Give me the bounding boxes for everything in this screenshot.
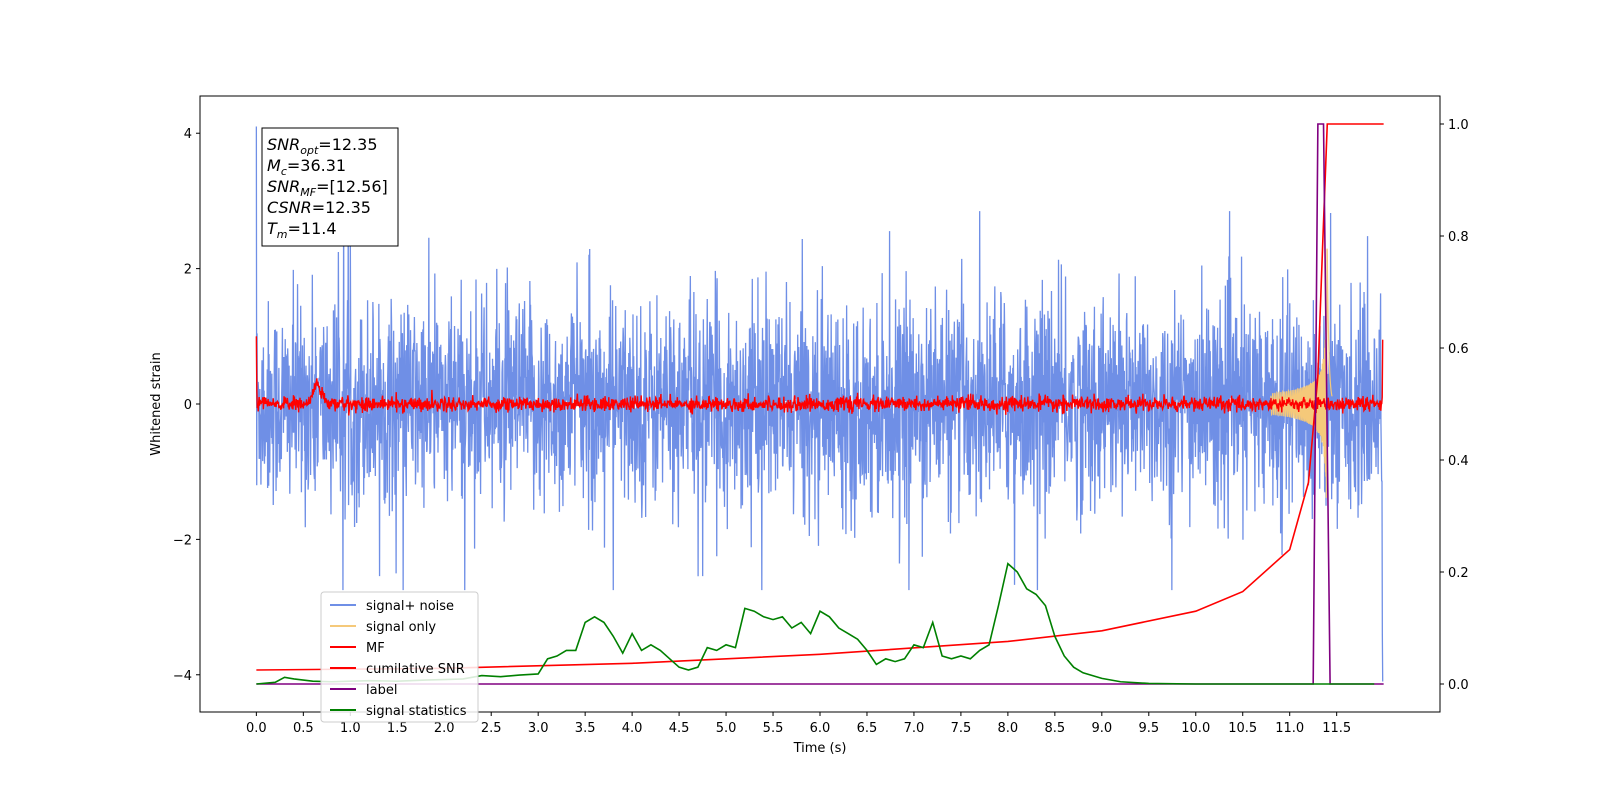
y-right-tick-label: 1.0 <box>1448 118 1469 133</box>
x-tick-label: 9.0 <box>1091 721 1112 736</box>
annotation-line: Tm=11.4 <box>267 219 337 241</box>
y-right-tick-label: 0.8 <box>1448 230 1469 245</box>
legend-entry: label <box>366 683 397 698</box>
series-signal-only <box>1270 248 1333 498</box>
x-tick-label: 11.5 <box>1322 721 1351 736</box>
series-signal-noise <box>255 126 1384 682</box>
y-right-tick-label: 0.2 <box>1448 566 1469 581</box>
x-axis-label: Time (s) <box>793 741 847 756</box>
x-tick-label: 6.0 <box>810 721 831 736</box>
y-tick-label: 4 <box>184 127 192 142</box>
annotation-line: Mc=36.31 <box>267 156 346 178</box>
x-tick-label: 10.5 <box>1228 721 1257 736</box>
y-right-tick-label: 0.6 <box>1448 342 1469 357</box>
x-tick-label: 5.5 <box>763 721 784 736</box>
x-tick-label: 1.0 <box>340 721 361 736</box>
y-axis-label: Whitened strain <box>149 352 164 455</box>
y-axis-left: 4 2 0 −2 −4 <box>173 127 200 684</box>
x-tick-label: 6.5 <box>857 721 878 736</box>
annotation-line: SNRopt=12.35 <box>267 135 378 157</box>
x-tick-label: 9.5 <box>1138 721 1159 736</box>
x-tick-label: 3.0 <box>528 721 549 736</box>
y-tick-label: 2 <box>184 263 192 278</box>
x-tick-label: 4.0 <box>622 721 643 736</box>
y-tick-label: −4 <box>173 669 192 684</box>
x-tick-label: 11.0 <box>1275 721 1304 736</box>
x-tick-label: 10.0 <box>1181 721 1210 736</box>
plot-area <box>255 123 1384 685</box>
series-mf <box>255 336 1384 416</box>
x-tick-label: 2.0 <box>434 721 455 736</box>
y-right-tick-label: 0.0 <box>1448 678 1469 693</box>
x-tick-label: 7.5 <box>951 721 972 736</box>
x-tick-label: 8.5 <box>1045 721 1066 736</box>
series-signal-statistics <box>256 562 1375 685</box>
y-tick-label: −2 <box>173 533 192 548</box>
x-tick-label: 0.5 <box>293 721 314 736</box>
x-tick-label: 2.5 <box>481 721 502 736</box>
x-tick-label: 5.0 <box>716 721 737 736</box>
legend-frame <box>320 591 479 723</box>
annotation-line: CSNR=12.35 <box>267 198 371 217</box>
y-axis-right: 1.0 0.8 0.6 0.4 0.2 0.0 <box>1440 118 1469 693</box>
x-tick-label: 4.5 <box>669 721 690 736</box>
annotation-frame <box>261 127 399 247</box>
legend-entry: cumilative SNR <box>366 662 465 677</box>
annotation-box: SNRopt=12.35Mc=36.31SNRMF=[12.56]CSNR=12… <box>261 127 399 247</box>
x-tick-label: 3.5 <box>575 721 596 736</box>
annotation-line: SNRMF=[12.56] <box>267 177 388 199</box>
series-cumulative-snr <box>256 123 1384 671</box>
legend-entry: signal statistics <box>366 704 467 719</box>
x-tick-label: 1.5 <box>387 721 408 736</box>
x-tick-label: 8.0 <box>998 721 1019 736</box>
x-tick-label: 0.0 <box>246 721 267 736</box>
x-axis: 0.0 0.5 1.0 1.5 2.0 2.5 3.0 3.5 4.0 4.5 5.0 5.5 6.0 6… <box>246 712 1351 736</box>
legend-entry: signal only <box>366 620 436 635</box>
x-tick-label: 7.0 <box>904 721 925 736</box>
y-right-tick-label: 0.4 <box>1448 454 1469 469</box>
y-tick-label: 0 <box>184 398 192 413</box>
legend: signal+ noise signal only MF cumilative SNR… <box>320 591 479 723</box>
legend-entry: signal+ noise <box>366 599 454 614</box>
legend-entry: MF <box>366 641 385 656</box>
